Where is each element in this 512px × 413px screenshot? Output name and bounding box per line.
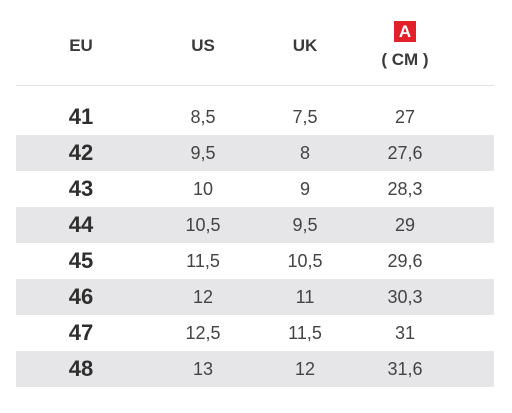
cell-uk: 8 — [299, 143, 311, 163]
cell-uk: 9 — [299, 179, 311, 199]
cell-us: 13 — [192, 359, 214, 379]
size-chart-table: EU US UK A ( CM ) 41 8,5 7,5 27 42 9,5 8… — [16, 0, 494, 387]
cell-cm: 31,6 — [387, 359, 423, 379]
cell-eu: 46 — [68, 284, 94, 309]
cell-cm: 27,6 — [387, 143, 423, 163]
table-row: 42 9,5 8 27,6 — [16, 135, 494, 171]
table-row: 43 10 9 28,3 — [16, 171, 494, 207]
header-cm: A ( CM ) — [365, 21, 445, 70]
cell-uk: 11 — [295, 287, 315, 307]
cell-cm: 28,3 — [387, 179, 423, 199]
header-uk: UK — [292, 36, 318, 55]
cell-cm: 27 — [394, 107, 416, 127]
cell-cm: 30,3 — [387, 287, 423, 307]
table-row: 46 12 11 30,3 — [16, 279, 494, 315]
cell-us: 9,5 — [190, 143, 216, 163]
cell-uk: 11,5 — [288, 323, 322, 343]
cell-us: 12 — [192, 287, 214, 307]
cell-uk: 10,5 — [287, 251, 323, 271]
cell-cm: 31 — [394, 323, 416, 343]
cell-eu: 45 — [68, 248, 94, 273]
cell-us: 10,5 — [185, 215, 221, 235]
cell-eu: 44 — [68, 212, 94, 237]
header-us: US — [191, 36, 215, 55]
cell-eu: 42 — [68, 140, 94, 165]
cell-us: 10 — [192, 179, 214, 199]
cell-uk: 9,5 — [292, 215, 318, 235]
header-eu: EU — [69, 36, 93, 55]
cell-eu: 47 — [68, 320, 94, 345]
table-row: 44 10,5 9,5 29 — [16, 207, 494, 243]
table-header: EU US UK A ( CM ) — [16, 0, 494, 86]
cell-uk: 12 — [294, 359, 316, 379]
table-row: 47 12,5 11,5 31 — [16, 315, 494, 351]
cell-eu: 43 — [68, 176, 94, 201]
table-row: 48 13 12 31,6 — [16, 351, 494, 387]
cell-us: 8,5 — [190, 107, 216, 127]
a-badge-icon: A — [394, 21, 416, 42]
cell-cm: 29 — [394, 215, 416, 235]
header-cm-label: ( CM ) — [381, 50, 429, 69]
table-row: 41 8,5 7,5 27 — [16, 99, 494, 135]
cell-eu: 41 — [68, 104, 94, 129]
cell-us: 12,5 — [185, 323, 221, 343]
cell-us: 11,5 — [186, 251, 220, 271]
cell-eu: 48 — [68, 356, 94, 381]
table-body: 41 8,5 7,5 27 42 9,5 8 27,6 43 10 9 28,3… — [16, 99, 494, 387]
cell-cm: 29,6 — [387, 251, 423, 271]
table-row: 45 11,5 10,5 29,6 — [16, 243, 494, 279]
cell-uk: 7,5 — [292, 107, 318, 127]
